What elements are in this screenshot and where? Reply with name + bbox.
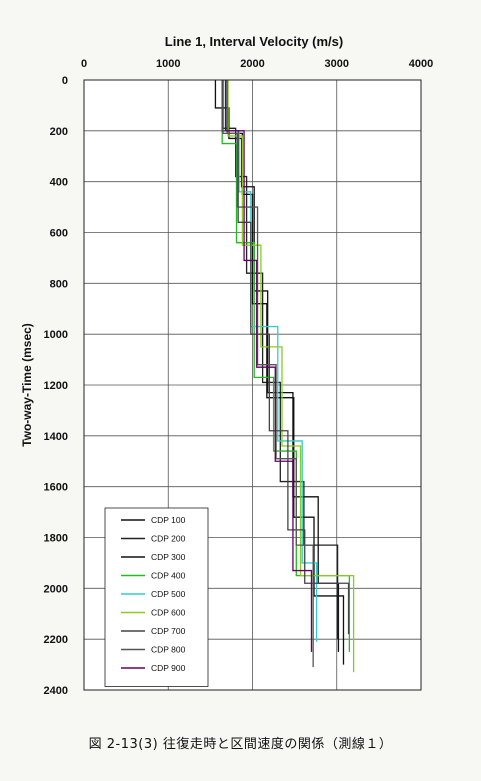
series-line-cdp-700 (221, 80, 350, 635)
legend-entry: CDP 100 (151, 515, 186, 525)
y-tick-label: 2000 (44, 583, 68, 595)
x-tick-labels: 0 1000 2000 3000 4000 (81, 58, 433, 70)
series-line-cdp-600 (227, 80, 355, 673)
y-tick-label: 0 (62, 75, 68, 87)
x-tick-label: 1000 (156, 58, 180, 70)
y-tick-label: 600 (50, 228, 68, 240)
legend-entry: CDP 900 (151, 663, 186, 673)
legend-entry: CDP 600 (151, 608, 186, 618)
y-tick-label: 1200 (44, 380, 68, 392)
legend-entry: CDP 200 (151, 534, 186, 544)
x-tick-label: 0 (81, 58, 87, 70)
y-tick-label: 1600 (44, 482, 68, 494)
legend-entry: CDP 400 (151, 571, 186, 581)
legend: CDP 100 CDP 200 CDP 300 CDP 400 CDP 500 CDP 6… (104, 507, 209, 687)
y-tick-label: 1800 (44, 533, 68, 545)
series-line-cdp-800 (222, 80, 314, 668)
legend-entry: CDP 500 (151, 589, 186, 599)
plot-frame (83, 79, 422, 691)
y-tick-label: 800 (50, 278, 68, 290)
series-lines (214, 80, 355, 673)
x-tick-label: 2000 (240, 58, 264, 70)
x-tick-label: 3000 (325, 58, 349, 70)
chart-title: Line 1, Interval Velocity (m/s) (165, 34, 343, 49)
y-tick-label: 2200 (44, 634, 68, 646)
legend-entry: CDP 300 (151, 552, 186, 562)
y-tick-label: 200 (50, 126, 68, 138)
figure-caption: 図 2-13(3) 往復走時と区間速度の関係（測線１） (88, 737, 393, 752)
y-tick-label: 1000 (44, 329, 68, 341)
legend-entry: CDP 700 (151, 626, 186, 636)
series-line-cdp-900 (224, 80, 313, 652)
x-tick-label: 4000 (409, 58, 433, 70)
legend-entry: CDP 800 (151, 645, 186, 655)
y-axis-label: Two-way-Time (msec) (20, 323, 34, 447)
y-tick-label: 400 (50, 177, 68, 189)
y-tick-labels: 0 200 400 600 800 1000 1200 1400 1600 1800 2000 220… (44, 75, 68, 697)
y-tick-label: 1400 (44, 431, 68, 443)
y-tick-label: 2400 (44, 685, 68, 697)
